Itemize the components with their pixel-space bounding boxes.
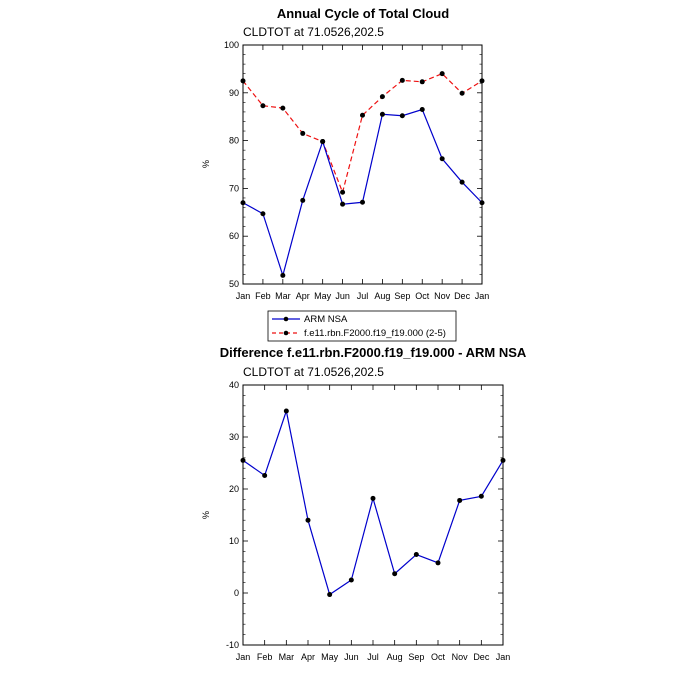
data-point-arm-nsa: [360, 199, 365, 205]
data-point-difference: [500, 457, 506, 463]
x-tick-label: Sep: [394, 291, 410, 301]
x-tick-label: Jun: [335, 291, 350, 301]
x-tick-label: May: [321, 652, 339, 662]
data-point-arm-nsa: [260, 211, 266, 217]
data-point-f-e11-rbn-f2000-f19-f19-000-2-5: [340, 189, 346, 195]
data-point-f-e11-rbn-f2000-f19-f19-000-2-5: [459, 90, 465, 96]
legend-label-arm-nsa: ARM NSA: [304, 314, 348, 325]
data-point-difference: [240, 457, 246, 463]
y-tick-label: 30: [229, 432, 239, 442]
chart-subtitle: CLDTOT at 71.0526,202.5: [243, 25, 384, 39]
series-line-arm-nsa: [242, 108, 483, 278]
x-tick-label: Apr: [296, 291, 310, 301]
data-point-difference: [370, 495, 376, 501]
data-point-difference: [262, 472, 268, 478]
x-tick-label: Jul: [367, 652, 379, 662]
x-tick-label: Mar: [275, 291, 291, 301]
x-tick-label: Oct: [431, 652, 446, 662]
data-point-arm-nsa: [399, 113, 405, 119]
x-tick-label: Sep: [408, 652, 424, 662]
data-point-f-e11-rbn-f2000-f19-f19-000-2-5: [479, 78, 485, 84]
data-point-f-e11-rbn-f2000-f19-f19-000-2-5: [379, 94, 385, 100]
data-point-difference: [327, 592, 333, 598]
y-tick-label: 20: [229, 484, 239, 494]
y-tick-label: 80: [229, 136, 239, 146]
series-line-difference: [242, 408, 504, 596]
x-tick-label: Jan: [236, 652, 251, 662]
chart-annual-cycle: Annual Cycle of Total Cloud CLDTOT at 71…: [201, 6, 490, 342]
x-tick-label: Mar: [279, 652, 295, 662]
plot-frame: [242, 44, 483, 285]
x-tick-label: Apr: [301, 652, 315, 662]
x-tick-label: May: [314, 291, 332, 301]
y-tick-label: 50: [229, 279, 239, 289]
x-tick-label: Aug: [387, 652, 403, 662]
data-point-difference: [283, 408, 289, 414]
data-point-arm-nsa: [280, 272, 286, 278]
legend: ARM NSA f.e11.rbn.F2000.f19_f19.000 (2-5…: [267, 310, 457, 342]
x-tick-label: Jan: [236, 291, 251, 301]
data-point-arm-nsa: [379, 111, 385, 117]
data-point-difference: [435, 560, 441, 566]
x-tick-label: Jan: [496, 652, 511, 662]
data-point-arm-nsa: [240, 200, 246, 206]
series-line-f-e11-rbn-f2000-f19-f19-000-2-5: [242, 72, 483, 195]
data-point-arm-nsa: [459, 179, 465, 185]
data-point-difference: [348, 577, 354, 583]
x-tick-label: Jul: [357, 291, 369, 301]
data-point-f-e11-rbn-f2000-f19-f19-000-2-5: [360, 112, 365, 118]
data-point-f-e11-rbn-f2000-f19-f19-000-2-5: [439, 71, 445, 77]
x-tick-label: Feb: [257, 652, 273, 662]
x-tick-label: Feb: [255, 291, 271, 301]
data-point-difference: [457, 497, 463, 503]
chart-title: Difference f.e11.rbn.F2000.f19_f19.000 -…: [220, 345, 527, 360]
data-point-f-e11-rbn-f2000-f19-f19-000-2-5: [280, 105, 286, 111]
data-point-arm-nsa: [419, 107, 425, 113]
x-tick-label: Dec: [454, 291, 471, 301]
y-tick-label: 10: [229, 536, 239, 546]
x-tick-label: Jun: [344, 652, 359, 662]
data-point-difference: [478, 493, 484, 499]
data-point-f-e11-rbn-f2000-f19-f19-000-2-5: [399, 77, 405, 83]
y-tick-label: -10: [226, 640, 239, 650]
x-tick-label: Aug: [374, 291, 390, 301]
y-tick-label: 0: [234, 588, 239, 598]
data-point-difference: [392, 571, 398, 577]
y-tick-label: 90: [229, 88, 239, 98]
data-point-difference: [413, 552, 419, 558]
data-point-f-e11-rbn-f2000-f19-f19-000-2-5: [240, 78, 246, 84]
data-point-arm-nsa: [320, 139, 326, 145]
chart-title: Annual Cycle of Total Cloud: [277, 6, 449, 21]
y-tick-label: 40: [229, 380, 239, 390]
y-tick-label: 60: [229, 231, 239, 241]
x-tick-label: Dec: [473, 652, 490, 662]
chart-difference: Difference f.e11.rbn.F2000.f19_f19.000 -…: [201, 345, 527, 662]
y-tick-label: 70: [229, 183, 239, 193]
chart-subtitle: CLDTOT at 71.0526,202.5: [243, 365, 384, 379]
data-point-arm-nsa: [439, 156, 445, 162]
data-point-arm-nsa: [340, 201, 346, 207]
data-point-arm-nsa: [479, 200, 485, 206]
y-axis-label: %: [201, 511, 211, 519]
x-tick-label: Oct: [415, 291, 430, 301]
x-tick-label: Nov: [452, 652, 469, 662]
legend-label-model: f.e11.rbn.F2000.f19_f19.000 (2-5): [304, 328, 446, 339]
legend-marker-arm-nsa: [283, 316, 289, 322]
y-axis-label: %: [201, 160, 211, 168]
data-point-f-e11-rbn-f2000-f19-f19-000-2-5: [260, 103, 266, 109]
data-point-arm-nsa: [300, 197, 306, 203]
legend-box: [267, 310, 457, 342]
data-point-f-e11-rbn-f2000-f19-f19-000-2-5: [419, 79, 425, 85]
data-point-f-e11-rbn-f2000-f19-f19-000-2-5: [300, 130, 306, 136]
data-point-difference: [305, 517, 311, 523]
x-tick-label: Nov: [434, 291, 451, 301]
y-tick-label: 100: [224, 40, 239, 50]
x-tick-label: Jan: [475, 291, 490, 301]
legend-marker-model: [283, 330, 289, 336]
